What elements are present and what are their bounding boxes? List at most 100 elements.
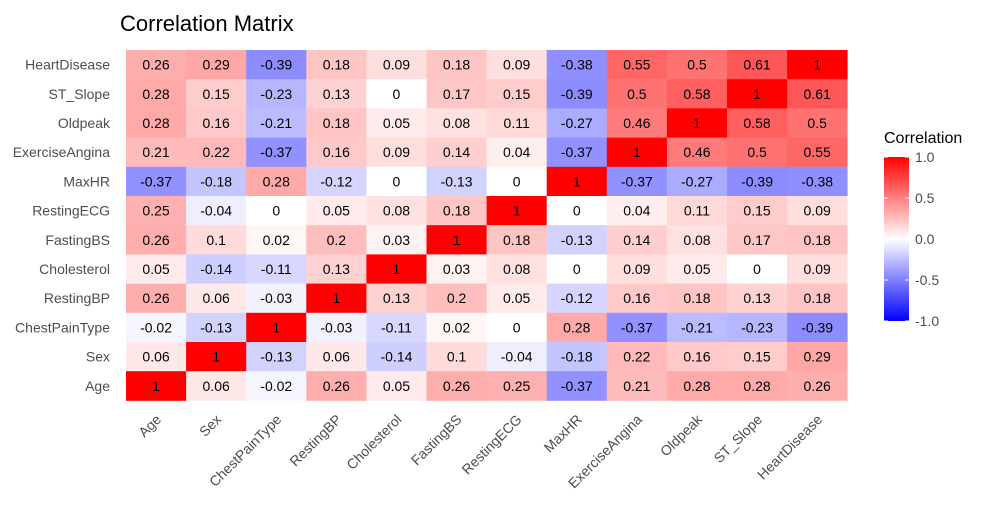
cell-value-label: 0.22 (203, 144, 230, 160)
heatmap-cell (486, 225, 548, 255)
cell-value-label: 0.09 (623, 261, 650, 277)
cell-value-label: 0 (393, 86, 401, 102)
cell-value-label: 0.26 (323, 378, 350, 394)
heatmap-cell (186, 371, 247, 401)
heatmap-cell (787, 79, 848, 109)
heatmap-cell (666, 108, 728, 138)
cell-value-label: 0.18 (503, 232, 530, 248)
cell-value-label: 0.46 (623, 115, 650, 131)
legend-ticks: 1.0 0.5 0.0 -0.5 -1.0 (884, 149, 939, 329)
heatmap-cell (426, 254, 487, 284)
heatmap-cell (126, 371, 187, 401)
cell-value-label: 0.08 (683, 232, 710, 248)
heatmap-cell (426, 371, 487, 401)
heatmap-cell (787, 137, 848, 168)
heatmap-cell (426, 312, 487, 343)
heatmap-cell (186, 137, 247, 168)
heatmap-cell (606, 166, 668, 197)
cell-value-label: 0.55 (804, 144, 831, 160)
heatmap-cell (426, 196, 487, 226)
cell-value-label: 0.08 (503, 261, 530, 277)
cell-value-label: 0.26 (142, 290, 169, 306)
heatmap-cell (126, 196, 187, 226)
heatmap-cell (186, 166, 247, 197)
cell-value-label: 0.26 (804, 378, 831, 394)
heatmap-cell (546, 283, 608, 314)
heatmap-cell (666, 342, 728, 372)
cell-value-label: 0 (393, 173, 401, 189)
heatmap-cell (366, 225, 427, 255)
cell-value-label: -0.13 (200, 319, 232, 335)
cell-value-label: 0.26 (142, 57, 169, 73)
heatmap-cell (727, 166, 788, 197)
cell-value-label: -0.11 (261, 261, 292, 277)
y-tick-label: ChestPainType (15, 319, 110, 335)
y-tick-label: Age (85, 378, 110, 394)
heatmap-cell (426, 342, 487, 372)
heatmap-cell (787, 166, 848, 197)
cell-value-label: 0.28 (142, 86, 169, 102)
heatmap-cell (546, 108, 608, 138)
cell-value-label: 0.1 (447, 349, 467, 365)
cell-value-label: 0.05 (383, 378, 410, 394)
heatmap-cell (186, 108, 247, 138)
heatmap-cell (787, 108, 848, 138)
y-tick-label: MaxHR (63, 173, 110, 189)
heatmap-cell (606, 79, 668, 109)
cell-value-label: -0.37 (260, 144, 292, 160)
heatmap-cell (787, 312, 848, 343)
cell-value-label: 0.5 (807, 115, 827, 131)
cell-value-label: 0.25 (142, 203, 169, 219)
heatmap-cell (186, 342, 247, 372)
cell-value-label: 0.15 (203, 86, 230, 102)
cell-value-label: 0.5 (687, 57, 707, 73)
x-tick-label: HeartDisease (754, 411, 825, 482)
cell-value-label: 0.05 (142, 261, 169, 277)
heatmap-cell (366, 342, 427, 372)
heatmap-cell (426, 108, 487, 138)
heatmap-cell (787, 196, 848, 226)
cell-value-label: 0.58 (683, 86, 710, 102)
heatmap-cell (126, 342, 187, 372)
cell-value-label: 0.1 (206, 232, 226, 248)
cell-value-label: 0.25 (503, 378, 530, 394)
heatmap-cell (306, 283, 367, 314)
cell-value-label: -0.12 (561, 290, 593, 306)
heatmap-cell (246, 108, 307, 138)
heatmap-cell (306, 108, 367, 138)
cell-value-label: 0.09 (503, 57, 530, 73)
heatmap-cell (126, 283, 187, 314)
heatmap-cell (486, 283, 548, 314)
cell-value-label: 0.04 (623, 203, 650, 219)
x-tick-label: RestingBP (286, 411, 344, 469)
heatmap-cell (606, 342, 668, 372)
cell-value-label: 1 (753, 86, 761, 102)
cell-value-label: 1 (813, 57, 821, 73)
cell-value-label: -0.14 (200, 261, 232, 277)
heatmap-cell (426, 79, 487, 109)
cell-value-label: 0.18 (323, 115, 350, 131)
heatmap-cell (246, 79, 307, 109)
cell-value-label: 0.06 (323, 349, 350, 365)
y-tick-label: RestingECG (32, 203, 110, 219)
heatmap-cell (126, 166, 187, 197)
legend-tick-label: -1.0 (915, 313, 939, 329)
heatmap-cell (486, 50, 548, 80)
x-tick-label: Oldpeak (657, 411, 706, 460)
cell-value-label: -0.23 (741, 319, 773, 335)
cell-value-label: -0.13 (260, 349, 292, 365)
heatmap-cell (666, 225, 728, 255)
heatmap-cell (666, 79, 728, 109)
heatmap-cell (306, 312, 367, 343)
cell-value-label: 0.18 (804, 232, 831, 248)
cell-value-label: -0.13 (561, 232, 593, 248)
heatmap-cell (486, 196, 548, 226)
heatmap-cell (486, 371, 548, 401)
cell-value-label: 0.15 (503, 86, 530, 102)
cell-value-label: 0 (753, 261, 761, 277)
heatmap-cell (727, 225, 788, 255)
cell-value-label: 0.18 (683, 290, 710, 306)
cell-value-label: 1 (693, 115, 701, 131)
heatmap-cell (246, 166, 307, 197)
